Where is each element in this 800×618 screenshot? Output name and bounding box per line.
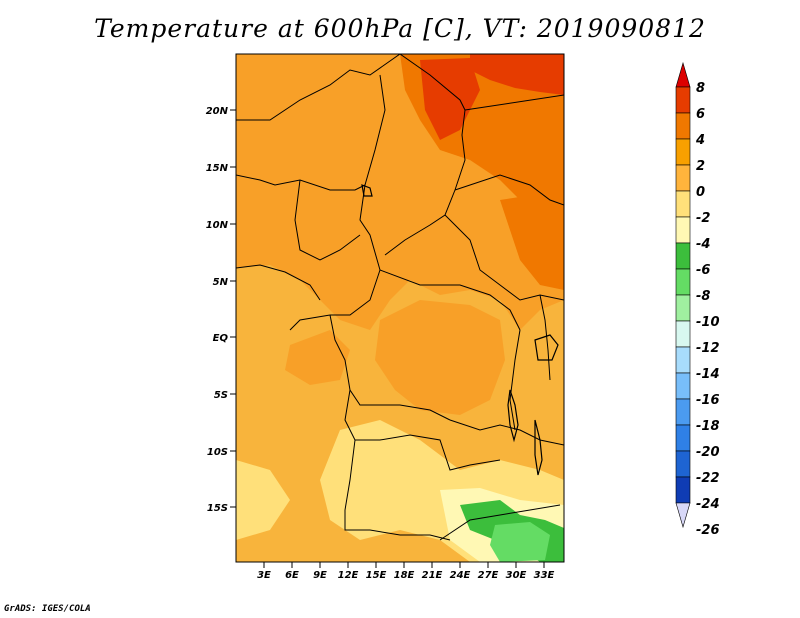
border-16 (439, 504, 561, 541)
colorbar-swatch (675, 138, 691, 166)
lon-label-21e: 21E (422, 570, 443, 581)
border-8 (379, 269, 521, 331)
colorbar-swatch (675, 216, 691, 244)
colorbar-swatch (675, 268, 691, 296)
border-15 (344, 439, 451, 541)
border-4 (464, 94, 564, 111)
colorbar-label: -16 (696, 393, 720, 408)
border-12 (329, 314, 451, 421)
lon-axis: 3E 6E 9E 12E 15E 18E 21E 24E 27E 30E 33E (257, 562, 555, 581)
lake-victoria (534, 334, 559, 361)
lat-label-20n: 20N (206, 106, 229, 117)
field-warm-gabon (285, 330, 350, 385)
colorbar-label: -20 (696, 445, 720, 460)
colorbar-label: -4 (696, 237, 710, 252)
colorbar-swatch (675, 424, 691, 452)
border-13 (344, 389, 501, 471)
colorbar-label: 2 (696, 159, 705, 174)
field-very-hot-2 (420, 58, 480, 140)
lat-label-5s: 5S (214, 390, 228, 401)
colorbar: 8 6 4 2 0 -2 -4 -6 -8 -10 -12 -14 -16 -18 -20 -22 -24 -26 (675, 61, 720, 538)
border-17 (509, 329, 521, 431)
colorbar-label: -24 (696, 497, 720, 512)
colorbar-label: -6 (696, 263, 710, 278)
lon-label-6e: 6E (285, 570, 299, 581)
colorbar-label: -12 (696, 341, 720, 356)
lat-label-5n: 5N (213, 277, 229, 288)
field-green-2 (490, 522, 550, 562)
border-7 (330, 269, 381, 316)
colorbar-label: -2 (696, 211, 710, 226)
lon-label-27e: 27E (478, 570, 499, 581)
colorbar-label: -14 (696, 367, 720, 382)
colorbar-swatch (675, 450, 691, 478)
colorbar-label: -10 (696, 315, 720, 330)
lon-label-33e: 33E (534, 570, 555, 581)
colorbar-swatch (675, 346, 691, 374)
border-14 (449, 419, 564, 446)
grads-credit: GrADS: IGES/COLA (4, 604, 91, 614)
border-19 (289, 314, 331, 331)
lat-label-15s: 15S (207, 503, 228, 514)
border-10 (294, 179, 361, 261)
colorbar-label: 0 (696, 185, 705, 200)
country-borders (236, 54, 564, 541)
colorbar-label: -26 (696, 523, 720, 538)
lake-malawi (534, 419, 543, 476)
colorbar-label: -18 (696, 419, 720, 434)
border-18 (539, 294, 551, 381)
colorbar-swatch (675, 86, 691, 114)
lon-label-30e: 30E (506, 570, 527, 581)
lon-label-12e: 12E (338, 570, 359, 581)
colorbar-swatch (675, 242, 691, 270)
temperature-field (236, 54, 564, 562)
lon-label-9e: 9E (313, 570, 327, 581)
colorbar-swatch (675, 190, 691, 218)
lon-label-3e: 3E (257, 570, 271, 581)
lat-label-10s: 10S (207, 447, 228, 458)
colorbar-label: 4 (695, 133, 705, 148)
colorbar-swatch (675, 294, 691, 322)
lat-label-eq: EQ (213, 333, 229, 344)
field-warm-congo (375, 300, 505, 415)
colorbar-swatch (675, 164, 691, 192)
colorbar-label: -8 (696, 289, 710, 304)
colorbar-label: 6 (696, 107, 705, 122)
colorbar-swatch (675, 112, 691, 140)
lon-label-18e: 18E (394, 570, 415, 581)
lat-axis: 20N 15N 10N 5N EQ 5S 10S 15S (206, 106, 236, 514)
lon-label-24e: 24E (450, 570, 471, 581)
map-frame (235, 53, 565, 563)
border-1 (236, 54, 401, 121)
colorbar-swatch (675, 320, 691, 348)
lakes (361, 184, 559, 476)
colorbar-swatch (675, 398, 691, 426)
field-hot-east (500, 190, 564, 290)
border-3 (384, 54, 466, 256)
map-title: Temperature at 600hPa [C], VT: 201909081… (94, 14, 706, 43)
field-cool-southwest (236, 460, 290, 540)
colorbar-bottom-arrow (675, 502, 691, 529)
colorbar-label: 8 (696, 81, 705, 96)
colorbar-swatch (675, 476, 691, 504)
border-5 (454, 174, 564, 206)
border-11 (236, 264, 321, 301)
lat-label-10n: 10N (206, 220, 229, 231)
field-very-hot (470, 54, 564, 95)
lat-label-15n: 15N (206, 163, 229, 174)
colorbar-label: -22 (696, 471, 720, 486)
lake-tanganyika (507, 389, 519, 443)
colorbar-swatch (675, 372, 691, 400)
colorbar-top-arrow (675, 61, 691, 88)
lon-label-15e: 15E (366, 570, 387, 581)
lake-chad (361, 184, 373, 197)
